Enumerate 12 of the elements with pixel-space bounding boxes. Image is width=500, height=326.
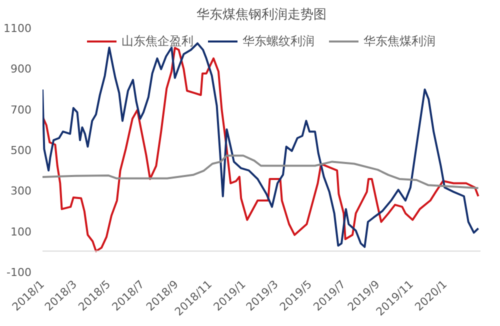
- y-tick-label: 500: [10, 144, 32, 157]
- y-tick-label: 100: [10, 225, 32, 238]
- y-tick-label: 700: [10, 103, 32, 116]
- y-tick-label: 900: [10, 62, 32, 76]
- legend-label: 华东螺纹利润: [242, 32, 314, 50]
- chart-title: 华东煤焦钢利润走势图: [196, 8, 326, 22]
- legend-label: 华东焦煤利润: [364, 32, 436, 50]
- line-series: [42, 154, 480, 190]
- legend-label: 山东焦企盈利: [122, 32, 194, 50]
- y-tick-label: -100: [6, 266, 32, 279]
- y-tick-label: 300: [10, 184, 32, 198]
- y-tick-label: 1100: [4, 22, 32, 35]
